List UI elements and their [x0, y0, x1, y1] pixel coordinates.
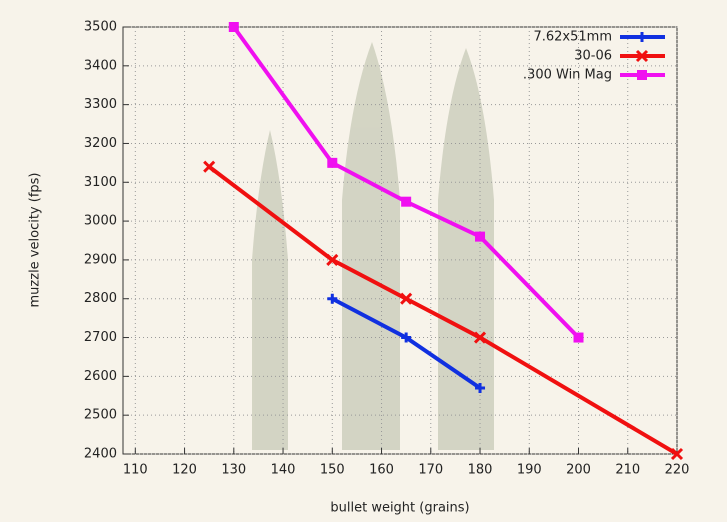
y-tick-label: 2700	[84, 330, 117, 345]
x-axis-label: bullet weight (grains)	[330, 501, 469, 516]
marker	[573, 332, 584, 343]
marker	[637, 70, 647, 80]
marker	[326, 253, 339, 266]
y-axis-label: muzzle velocity (fps)	[28, 173, 43, 308]
x-tick-label: 130	[221, 463, 246, 478]
marker	[635, 49, 649, 63]
x-tick-label: 160	[369, 463, 394, 478]
x-tick-label: 140	[271, 463, 296, 478]
x-tick-label: 170	[418, 463, 443, 478]
x-tick-label: 180	[468, 463, 493, 478]
marker	[637, 32, 647, 42]
x-tick-label: 210	[615, 463, 640, 478]
legend-label: .300 Win Mag	[523, 68, 612, 83]
marker	[670, 447, 684, 461]
marker	[401, 196, 412, 207]
marker	[473, 331, 487, 344]
marker	[228, 22, 239, 32]
marker	[400, 292, 413, 305]
marker	[203, 160, 216, 173]
x-tick-label: 200	[566, 463, 591, 478]
y-tick-label: 3300	[84, 97, 117, 112]
marker	[475, 231, 486, 242]
y-tick-label: 3500	[84, 20, 117, 35]
x-tick-label: 190	[517, 463, 542, 478]
marker	[475, 383, 486, 394]
marker	[327, 293, 338, 304]
x-tick-label: 150	[320, 463, 345, 478]
y-tick-label: 2400	[84, 447, 117, 462]
legend-label: 7.62x51mm	[533, 30, 612, 45]
y-tick-label: 3400	[84, 58, 117, 73]
marker	[327, 157, 338, 168]
y-tick-label: 2500	[84, 408, 117, 423]
x-tick-label: 120	[172, 463, 197, 478]
y-tick-label: 2800	[84, 291, 117, 306]
x-tick-label: 220	[665, 463, 690, 478]
y-tick-label: 3200	[84, 136, 117, 151]
y-tick-label: 3000	[84, 214, 117, 229]
marker	[401, 332, 412, 343]
y-tick-label: 2600	[84, 369, 117, 384]
y-tick-label: 2900	[84, 252, 117, 267]
legend-label: 30-06	[574, 49, 612, 64]
y-tick-label: 3100	[84, 175, 117, 190]
background-bullets	[252, 42, 494, 450]
x-tick-label: 110	[123, 463, 148, 478]
